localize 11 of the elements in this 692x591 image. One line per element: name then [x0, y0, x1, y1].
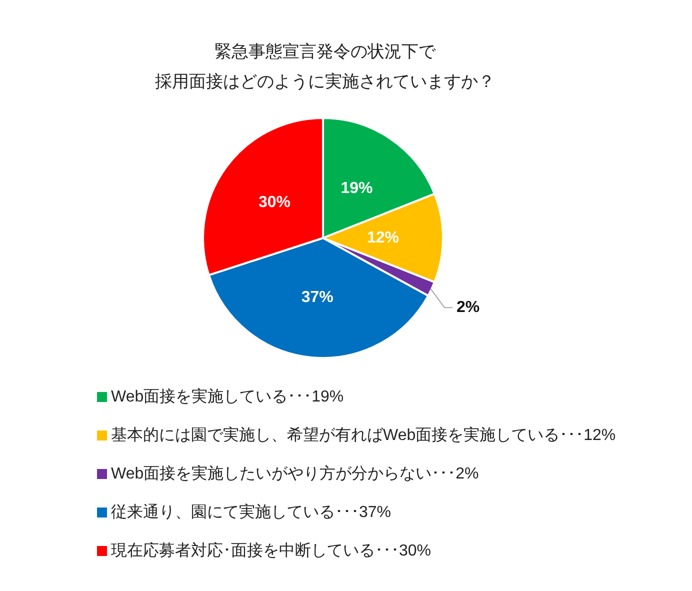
data-label: 30% — [258, 194, 290, 212]
data-label: 37% — [301, 289, 334, 306]
legend-label: 現在応募者対応･面接を中断している･･･30% — [111, 542, 432, 560]
legend-label: 従来通り、園にて実施している･･･37% — [111, 503, 392, 521]
legend-label: Web面接を実施している･･･19% — [111, 388, 344, 406]
data-label: 19% — [340, 180, 373, 197]
chart-title: 緊急事態宣言発令の状況下で採用面接はどのように実施されていますか？ — [155, 42, 495, 91]
legend-label: Web面接を実施したいがやり方が分からない･･･2% — [111, 464, 479, 482]
legend-label: 基本的には園で実施し、希望が有ればWeb面接を実施している･･･12% — [111, 426, 616, 444]
data-label: 12% — [366, 230, 400, 246]
data-label: 2% — [456, 299, 480, 316]
